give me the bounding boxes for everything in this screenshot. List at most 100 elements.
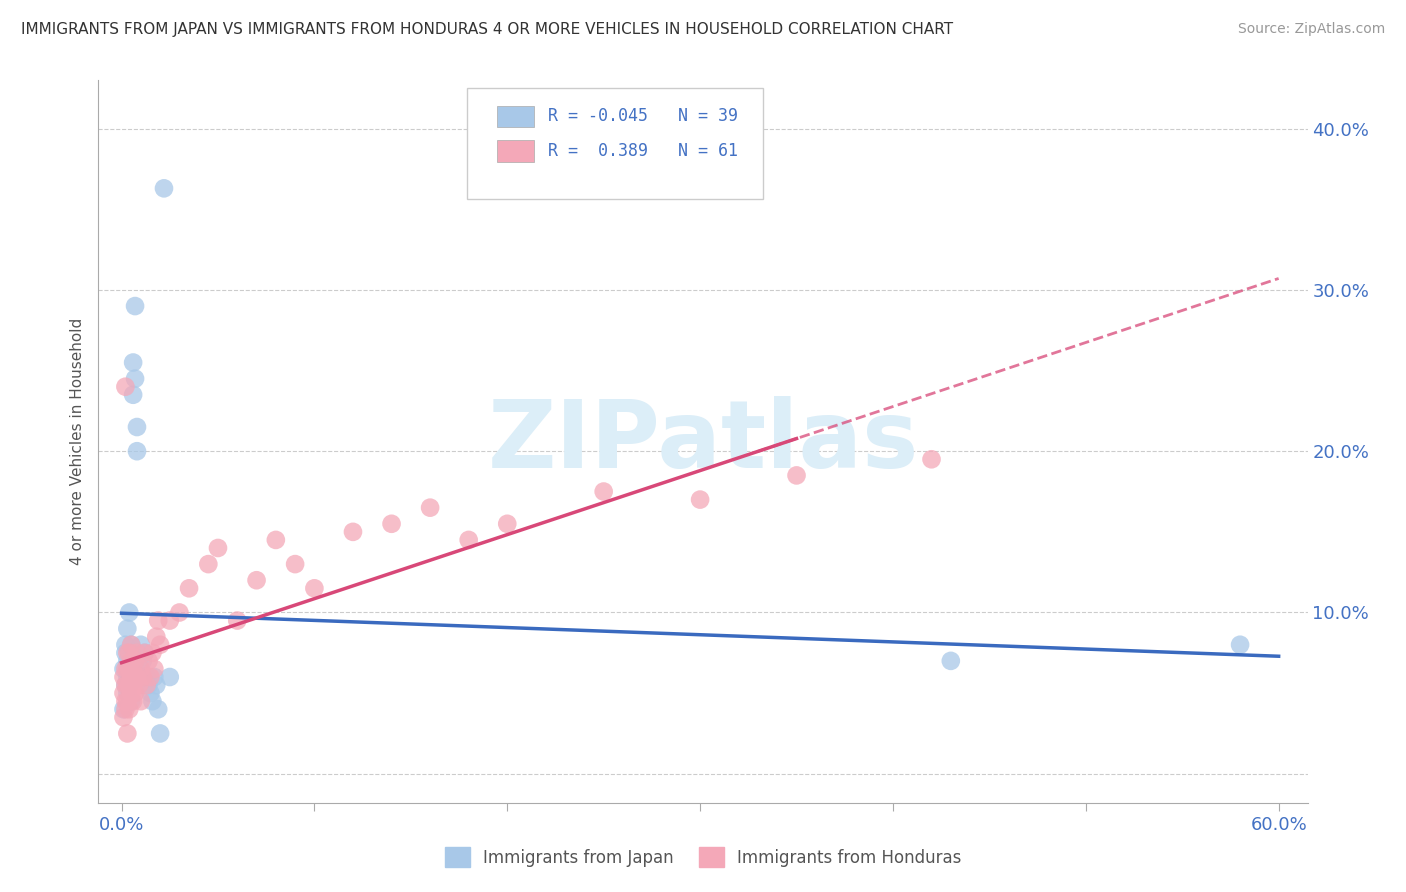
Point — [120, 638, 142, 652]
Point — [143, 662, 166, 676]
Point — [117, 686, 139, 700]
Point — [138, 678, 160, 692]
Point — [132, 654, 155, 668]
Text: Source: ZipAtlas.com: Source: ZipAtlas.com — [1237, 22, 1385, 37]
Y-axis label: 4 or more Vehicles in Household: 4 or more Vehicles in Household — [70, 318, 86, 566]
Point — [159, 614, 181, 628]
Point — [122, 388, 145, 402]
Point — [118, 702, 141, 716]
Point — [129, 662, 152, 676]
Point — [112, 710, 135, 724]
Point — [124, 371, 146, 385]
Point — [128, 678, 150, 692]
Point — [149, 726, 172, 740]
Point — [117, 662, 139, 676]
FancyBboxPatch shape — [498, 140, 534, 162]
Legend: Immigrants from Japan, Immigrants from Honduras: Immigrants from Japan, Immigrants from H… — [439, 840, 967, 874]
Point — [124, 654, 146, 668]
Point — [122, 678, 145, 692]
Point — [159, 670, 181, 684]
Point — [124, 686, 146, 700]
Point — [141, 646, 163, 660]
Point — [120, 654, 142, 668]
Point — [122, 662, 145, 676]
Point — [114, 702, 136, 716]
Point — [114, 638, 136, 652]
Point — [117, 622, 139, 636]
Point — [120, 694, 142, 708]
Point — [114, 678, 136, 692]
Point — [118, 662, 141, 676]
Point — [145, 678, 167, 692]
Point — [132, 670, 155, 684]
Point — [145, 630, 167, 644]
Point — [114, 662, 136, 676]
Point — [419, 500, 441, 515]
Point — [112, 662, 135, 676]
Point — [120, 686, 142, 700]
Point — [120, 638, 142, 652]
Point — [122, 355, 145, 369]
Point — [496, 516, 519, 531]
Point — [122, 694, 145, 708]
Point — [124, 670, 146, 684]
Point — [939, 654, 962, 668]
Point — [284, 557, 307, 571]
Point — [117, 726, 139, 740]
Point — [177, 582, 200, 596]
Point — [120, 670, 142, 684]
Point — [120, 662, 142, 676]
FancyBboxPatch shape — [467, 87, 763, 200]
Point — [689, 492, 711, 507]
Point — [169, 606, 191, 620]
Text: R = -0.045   N = 39: R = -0.045 N = 39 — [548, 107, 738, 126]
Point — [134, 646, 156, 660]
Point — [135, 670, 157, 684]
Text: R =  0.389   N = 61: R = 0.389 N = 61 — [548, 142, 738, 160]
Point — [117, 646, 139, 660]
Point — [112, 670, 135, 684]
Point — [143, 670, 166, 684]
Point — [118, 646, 141, 660]
Point — [128, 654, 150, 668]
Point — [141, 694, 163, 708]
Text: ZIPatlas: ZIPatlas — [488, 395, 918, 488]
Point — [134, 646, 156, 660]
Point — [114, 380, 136, 394]
Point — [124, 299, 146, 313]
Point — [592, 484, 614, 499]
Point — [129, 670, 152, 684]
Point — [117, 694, 139, 708]
Point — [139, 686, 162, 700]
Point — [153, 181, 176, 195]
Point — [226, 614, 249, 628]
Point — [117, 670, 139, 684]
Point — [118, 670, 141, 684]
Point — [117, 678, 139, 692]
Point — [135, 678, 157, 692]
Text: IMMIGRANTS FROM JAPAN VS IMMIGRANTS FROM HONDURAS 4 OR MORE VEHICLES IN HOUSEHOL: IMMIGRANTS FROM JAPAN VS IMMIGRANTS FROM… — [21, 22, 953, 37]
Point — [112, 702, 135, 716]
Point — [149, 638, 172, 652]
Point — [125, 420, 148, 434]
Point — [118, 678, 141, 692]
Point — [457, 533, 479, 547]
Point — [304, 582, 326, 596]
Point — [118, 646, 141, 660]
Point — [786, 468, 808, 483]
Point — [245, 573, 267, 587]
Point — [197, 557, 219, 571]
Point — [342, 524, 364, 539]
Point — [380, 516, 402, 531]
Point — [148, 614, 170, 628]
FancyBboxPatch shape — [498, 105, 534, 128]
Point — [118, 606, 141, 620]
Point — [114, 694, 136, 708]
Point — [117, 654, 139, 668]
Point — [921, 452, 943, 467]
Point — [114, 678, 136, 692]
Point — [138, 654, 160, 668]
Point — [129, 638, 152, 652]
Point — [148, 702, 170, 716]
Point — [207, 541, 229, 555]
